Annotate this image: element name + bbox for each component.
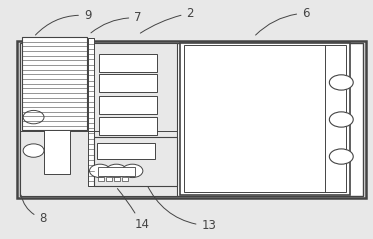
- Circle shape: [329, 75, 353, 90]
- Bar: [180, 43, 350, 195]
- Bar: [17, 41, 366, 198]
- Bar: [44, 130, 70, 174]
- Text: 2: 2: [140, 7, 194, 33]
- Bar: [99, 117, 157, 135]
- Text: 13: 13: [147, 184, 216, 232]
- Bar: [122, 177, 128, 181]
- Circle shape: [106, 164, 127, 178]
- Circle shape: [23, 110, 44, 124]
- Circle shape: [329, 112, 353, 127]
- Bar: [99, 74, 157, 92]
- Text: 9: 9: [35, 9, 91, 35]
- Bar: [22, 37, 87, 130]
- Bar: [97, 143, 155, 159]
- Bar: [184, 45, 346, 192]
- Bar: [99, 54, 157, 72]
- Bar: [20, 43, 177, 196]
- Circle shape: [23, 144, 44, 157]
- Text: 14: 14: [117, 189, 149, 231]
- Circle shape: [90, 164, 110, 178]
- Bar: [114, 177, 120, 181]
- Bar: [99, 96, 157, 114]
- Text: 8: 8: [21, 195, 47, 225]
- Circle shape: [122, 164, 143, 178]
- Text: 7: 7: [91, 11, 142, 33]
- Bar: [88, 38, 94, 186]
- Text: 6: 6: [256, 7, 310, 35]
- Bar: [94, 137, 177, 186]
- Bar: [98, 167, 135, 176]
- Bar: [106, 177, 112, 181]
- Circle shape: [329, 149, 353, 164]
- Bar: [20, 43, 363, 196]
- Bar: [98, 177, 104, 181]
